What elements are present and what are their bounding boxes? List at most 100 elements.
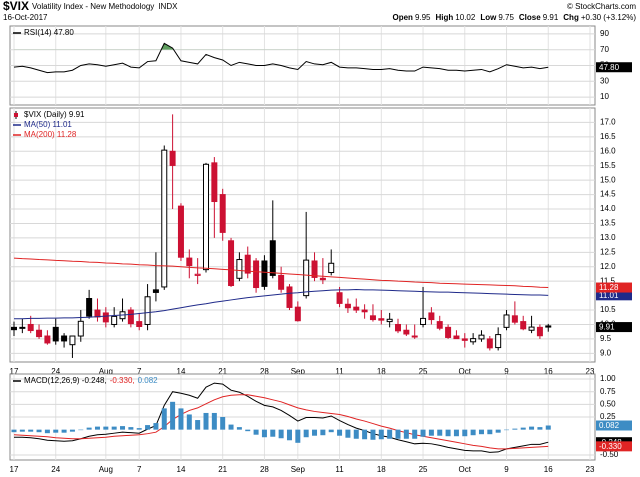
candle-body bbox=[545, 325, 552, 328]
candle-body bbox=[303, 259, 310, 297]
bar bbox=[69, 429, 75, 432]
candle-body bbox=[369, 315, 376, 321]
bar bbox=[111, 426, 117, 430]
bar bbox=[103, 426, 109, 430]
quote-label: Low bbox=[480, 13, 497, 22]
x-tick-label: 21 bbox=[218, 367, 227, 376]
bar bbox=[178, 408, 184, 430]
quote-value: 9.75 bbox=[498, 13, 514, 22]
y-tick-label: 1.00 bbox=[600, 374, 616, 383]
candle-body bbox=[428, 312, 435, 321]
legend-label: RSI(14) 47.80 bbox=[24, 28, 74, 37]
bar bbox=[186, 414, 192, 430]
y-tick-label: 90 bbox=[600, 29, 609, 38]
candle-body bbox=[319, 277, 326, 281]
bar bbox=[395, 429, 401, 439]
candle-body bbox=[261, 260, 268, 287]
legend-label: MACD(12,26,9) -0.248, bbox=[24, 376, 107, 385]
bar bbox=[11, 429, 17, 433]
candle-body bbox=[152, 289, 159, 293]
y-tick-label: 16.0 bbox=[600, 146, 616, 155]
candle-body bbox=[11, 326, 17, 331]
y-tick-label: 30 bbox=[600, 76, 609, 85]
bar bbox=[28, 429, 34, 432]
bar bbox=[328, 429, 334, 433]
last-value-label: 0.082 bbox=[599, 421, 620, 430]
candle-body bbox=[203, 163, 209, 271]
y-tick-label: 17.0 bbox=[600, 118, 616, 127]
candle-body bbox=[77, 320, 84, 337]
candle-body bbox=[228, 240, 235, 287]
bar bbox=[337, 429, 343, 436]
y-tick-label: 0.75 bbox=[600, 387, 616, 396]
legend-label: $VIX (Daily) 9.91 bbox=[24, 110, 85, 119]
candle-body bbox=[503, 314, 510, 328]
y-tick-label: 12.0 bbox=[600, 262, 616, 271]
legend-label: -0.330, bbox=[110, 376, 135, 385]
y-tick-label: 0.25 bbox=[600, 412, 616, 421]
legend-label: MA(200) 11.28 bbox=[24, 130, 77, 139]
candle-body bbox=[86, 298, 93, 317]
quote-label: High bbox=[435, 13, 454, 22]
candle-body bbox=[27, 323, 34, 332]
candle-body bbox=[177, 205, 184, 258]
candle-body bbox=[344, 303, 351, 309]
candle-body bbox=[520, 321, 527, 330]
candle-body bbox=[94, 309, 101, 318]
x-tick-label: 25 bbox=[419, 367, 428, 376]
quote-label: Open bbox=[392, 13, 413, 22]
symbol: $VIX bbox=[3, 0, 30, 13]
bar bbox=[320, 429, 326, 436]
candle-body bbox=[186, 257, 193, 267]
candle-body bbox=[336, 292, 343, 304]
quote: Open 9.95 High 10.02 Low 9.75 Close 9.91 Chg +0.3… bbox=[387, 12, 636, 23]
candle-body bbox=[461, 338, 468, 341]
bar bbox=[261, 429, 267, 438]
x-tick-label: 7 bbox=[137, 367, 142, 376]
y-tick-label: 14.0 bbox=[600, 204, 616, 213]
bar bbox=[161, 408, 167, 430]
candle-body bbox=[511, 315, 518, 323]
bar bbox=[512, 428, 518, 430]
bar bbox=[370, 429, 376, 440]
candle-body bbox=[478, 334, 485, 340]
y-tick-label: 0.50 bbox=[600, 399, 616, 408]
x-tick-label: 21 bbox=[218, 465, 227, 474]
bar bbox=[453, 429, 459, 437]
legend-icon bbox=[14, 113, 18, 117]
x-tick-label: 11 bbox=[335, 465, 344, 474]
candle-body bbox=[102, 312, 109, 323]
bar bbox=[504, 429, 510, 431]
instrument-name: Volatility Index - New Methodology bbox=[32, 2, 155, 11]
bar bbox=[537, 427, 543, 430]
candle-body bbox=[361, 309, 368, 313]
bar bbox=[487, 429, 493, 435]
candle-body bbox=[411, 335, 418, 338]
bar bbox=[153, 423, 159, 430]
bar bbox=[253, 429, 259, 435]
candle-body bbox=[69, 335, 76, 346]
bar bbox=[211, 412, 217, 430]
candle-body bbox=[386, 318, 393, 323]
bar bbox=[61, 429, 67, 433]
last-value-box bbox=[596, 282, 632, 293]
x-tick-label: Aug bbox=[99, 465, 113, 474]
y-tick-label: 15.0 bbox=[600, 175, 616, 184]
x-tick-label: 23 bbox=[586, 465, 595, 474]
last-value-box bbox=[596, 62, 632, 73]
last-value-label: 9.91 bbox=[599, 323, 615, 332]
x-tick-label: 24 bbox=[51, 465, 60, 474]
candle-body bbox=[244, 254, 251, 274]
last-value-label: 11.01 bbox=[599, 291, 619, 300]
last-value-label: 47.80 bbox=[599, 63, 620, 72]
quote-label: Chg bbox=[563, 13, 579, 22]
candle-body bbox=[528, 326, 535, 331]
candle-body bbox=[403, 329, 410, 335]
bar bbox=[245, 429, 251, 432]
x-tick-label: 25 bbox=[419, 465, 428, 474]
bar bbox=[529, 426, 535, 430]
y-tick-label: -0.50 bbox=[600, 450, 619, 459]
y-tick-label: 13.0 bbox=[600, 233, 616, 242]
bar bbox=[145, 425, 151, 430]
